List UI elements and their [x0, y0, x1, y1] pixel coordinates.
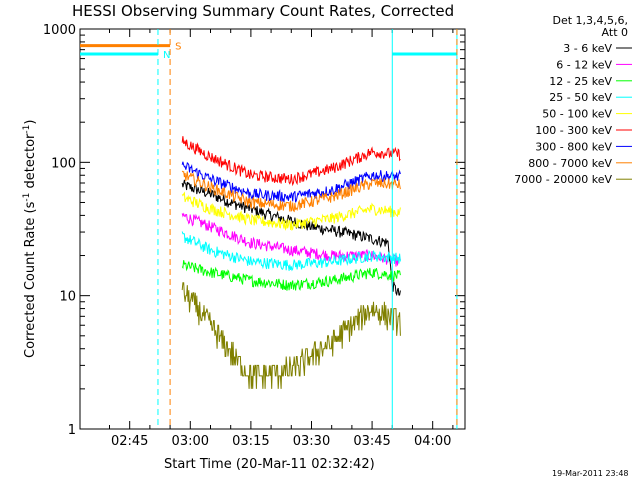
chart-title: HESSI Observing Summary Count Rates, Cor…: [72, 2, 454, 20]
timestamp: 19-Mar-2011 23:48: [552, 469, 629, 478]
x-tick-label: 04:00: [414, 434, 451, 449]
series-line-6: [182, 162, 400, 203]
y-axis-label-sup1: -1: [22, 193, 32, 202]
series-line-2: [182, 260, 400, 290]
legend-label-8: 7000 - 20000 keV: [514, 173, 612, 186]
y-axis-label: Corrected Count Rate (s-1 detector-1): [22, 120, 38, 358]
legend-label-6: 300 - 800 keV: [535, 140, 612, 153]
legend-label-4: 50 - 100 keV: [542, 108, 612, 121]
legend-header-1: Att 0: [602, 26, 628, 39]
y-axis-label-sup2: -1: [22, 125, 32, 134]
y-tick-label: 1: [68, 423, 76, 438]
series-layer: [182, 136, 400, 389]
legend-label-5: 100 - 300 keV: [535, 124, 612, 137]
y-tick-label: 1000: [43, 23, 76, 38]
legend-label-2: 12 - 25 keV: [549, 75, 612, 88]
x-axis-label: Start Time (20-Mar-11 02:32:42): [164, 457, 375, 472]
y-axis-label-end: ): [23, 120, 38, 125]
legend-label-3: 25 - 50 keV: [549, 91, 612, 104]
x-tick-label: 03:45: [353, 434, 390, 449]
x-tick-label: 03:15: [232, 434, 269, 449]
x-tick-label: 03:00: [172, 434, 209, 449]
series-line-5: [182, 136, 400, 184]
y-axis-label-mid: detector: [23, 133, 38, 193]
annotation-S: S: [175, 42, 181, 53]
legend-label-7: 800 - 7000 keV: [528, 157, 612, 170]
count-rate-chart: HESSI Observing Summary Count Rates, Cor…: [0, 0, 640, 480]
flags-layer: SN: [80, 29, 457, 429]
y-tick-label: 10: [59, 290, 76, 305]
legend-label-0: 3 - 6 keV: [563, 42, 612, 55]
y-tick-label: 100: [51, 156, 76, 171]
x-tick-label: 03:30: [293, 434, 330, 449]
annotation-N: N: [163, 50, 170, 61]
svg-text:Corrected Count Rate (s-1 dete: Corrected Count Rate (s-1 detector-1): [22, 120, 38, 358]
series-line-8: [182, 283, 400, 389]
y-axis-label-main: Corrected Count Rate (s: [23, 201, 38, 358]
axis-ticks: 02:45 03:00 03:15 03:30 03:45 04:00 1 10 100 1000: [43, 23, 465, 449]
series-line-0: [182, 180, 400, 295]
x-tick-label: 02:45: [111, 434, 148, 449]
legend-label-1: 6 - 12 keV: [556, 58, 612, 71]
